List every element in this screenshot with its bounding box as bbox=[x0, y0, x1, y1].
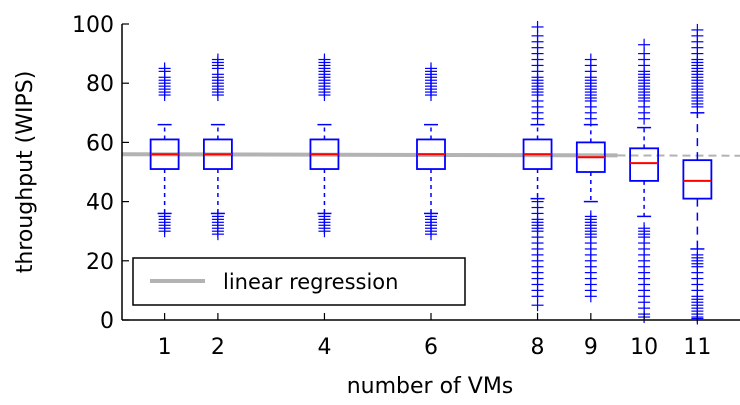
outlier-point bbox=[211, 53, 224, 66]
box-group-10 bbox=[629, 38, 660, 324]
outlier-point bbox=[318, 53, 331, 66]
x-tick-label: 10 bbox=[630, 335, 658, 360]
outlier-point bbox=[425, 228, 437, 241]
outlier-point bbox=[531, 20, 544, 33]
box-group-6 bbox=[416, 62, 446, 270]
y-tick-label: 40 bbox=[86, 191, 114, 216]
y-axis-label: throughput (WIPS) bbox=[13, 71, 38, 274]
box-group-8 bbox=[522, 20, 553, 312]
outlier-point bbox=[584, 53, 597, 66]
x-tick-label: 1 bbox=[158, 335, 172, 360]
y-tick-label: 80 bbox=[86, 72, 114, 97]
outlier-point bbox=[318, 225, 331, 238]
outlier-point bbox=[584, 290, 597, 303]
y-tick-label: 100 bbox=[72, 13, 114, 38]
outlier-point bbox=[691, 23, 704, 36]
outlier-point bbox=[638, 38, 651, 51]
x-tick-label: 6 bbox=[424, 335, 438, 360]
box-group-11 bbox=[682, 23, 713, 325]
box-iqr bbox=[629, 147, 660, 182]
y-tick-label: 60 bbox=[86, 131, 114, 156]
legend: linear regression bbox=[132, 257, 466, 306]
x-axis-label: number of VMs bbox=[347, 374, 514, 399]
box-group-1 bbox=[149, 62, 180, 238]
box-iqr bbox=[682, 159, 713, 200]
outlier-point bbox=[425, 62, 437, 75]
outlier-point bbox=[211, 228, 224, 241]
y-tick-label: 0 bbox=[100, 309, 114, 334]
outlier-point bbox=[531, 299, 544, 312]
plot-area bbox=[121, 20, 740, 325]
legend-entry-linear-regression: linear regression bbox=[223, 270, 398, 294]
box-group-9 bbox=[575, 53, 606, 303]
y-tick-label: 20 bbox=[86, 250, 114, 275]
outlier-point bbox=[158, 62, 171, 75]
axes: 0 20 40 60 80 100 1 2 4 6 8 9 10 11 bbox=[72, 13, 740, 360]
x-tick-label: 11 bbox=[683, 335, 711, 360]
box-group-2 bbox=[202, 53, 233, 241]
x-tick-label: 9 bbox=[584, 335, 598, 360]
x-tick-label: 8 bbox=[531, 335, 545, 360]
x-tick-label: 2 bbox=[211, 335, 225, 360]
x-tick-label: 4 bbox=[317, 335, 331, 360]
box-group-4 bbox=[309, 53, 340, 238]
outlier-point bbox=[158, 225, 171, 238]
